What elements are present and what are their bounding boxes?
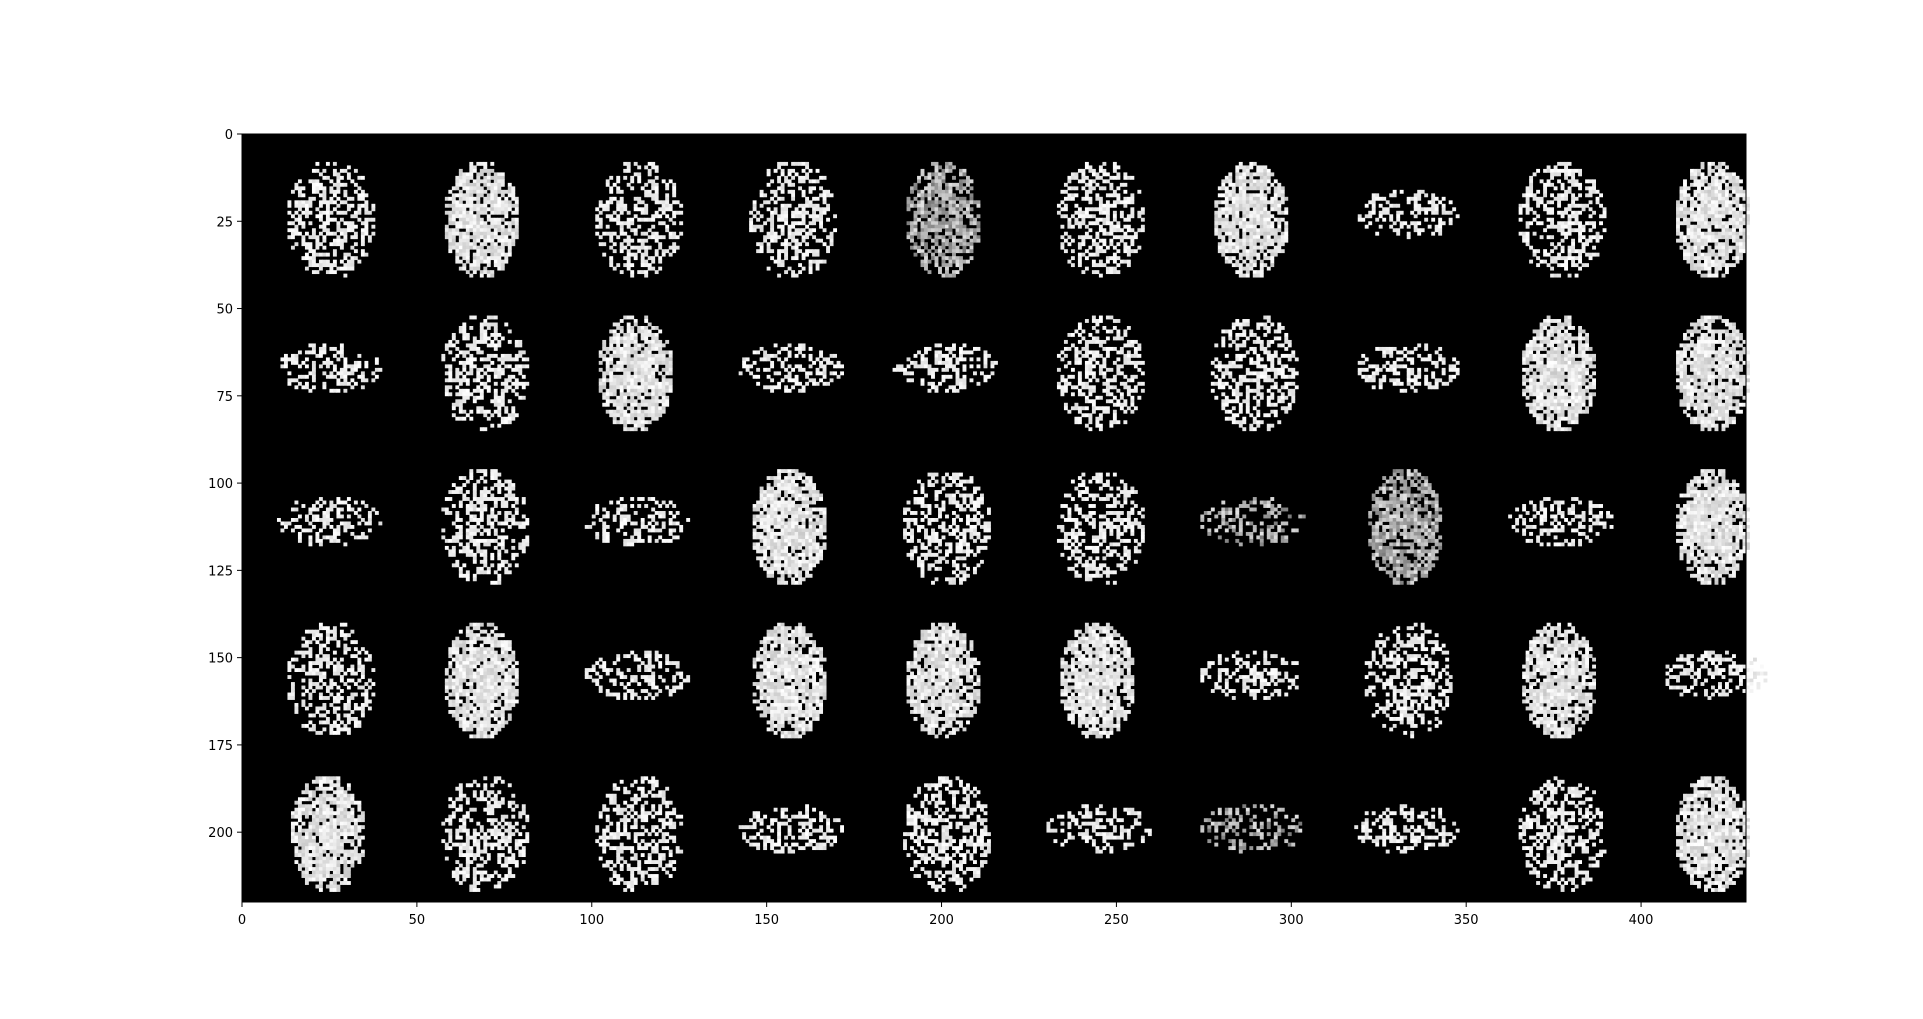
sample-tile bbox=[1522, 622, 1596, 739]
sample-tile bbox=[1518, 776, 1607, 892]
y-tick-label: 75 bbox=[216, 390, 233, 405]
sample-tile bbox=[1676, 161, 1750, 278]
sample-tile bbox=[1214, 161, 1289, 278]
sample-tile bbox=[1210, 315, 1299, 432]
x-tick-label: 50 bbox=[409, 913, 426, 928]
sample-tile bbox=[444, 161, 519, 278]
sample-tile bbox=[1056, 161, 1145, 278]
sample-tile bbox=[595, 776, 684, 892]
sample-tile bbox=[1518, 161, 1607, 278]
y-tick-label: 200 bbox=[208, 826, 233, 841]
x-tick-label: 100 bbox=[579, 913, 604, 928]
sample-tile bbox=[903, 776, 991, 892]
sample-tile bbox=[1056, 315, 1145, 432]
y-tick-label: 175 bbox=[208, 739, 233, 754]
sample-tile bbox=[738, 343, 844, 393]
sample-tile bbox=[752, 622, 827, 739]
x-tick-label: 250 bbox=[1104, 913, 1129, 928]
y-tick-label: 150 bbox=[208, 652, 233, 667]
sample-tile bbox=[1200, 497, 1306, 547]
y-tick-label: 25 bbox=[216, 215, 233, 230]
sample-tile bbox=[287, 622, 376, 735]
sample-tile bbox=[1200, 650, 1299, 700]
y-tick-label: 100 bbox=[208, 477, 233, 492]
sample-tile bbox=[441, 776, 530, 892]
x-tick-label: 300 bbox=[1279, 913, 1304, 928]
sample-tile bbox=[1354, 804, 1460, 854]
sample-tile bbox=[1357, 343, 1460, 393]
sample-tile bbox=[598, 315, 673, 432]
tile-grid bbox=[276, 161, 1768, 892]
sample-tile bbox=[1676, 469, 1750, 585]
sample-tile bbox=[1676, 315, 1750, 432]
x-axis: 0 50 100 150 200 250 300 350 400 bbox=[238, 902, 1654, 928]
sample-tile bbox=[290, 776, 365, 892]
sample-tile bbox=[752, 469, 827, 585]
plot-area bbox=[241, 133, 1768, 903]
sample-tile bbox=[444, 622, 519, 739]
sample-tile bbox=[280, 343, 383, 393]
sample-tile bbox=[441, 315, 530, 432]
sample-tile bbox=[1368, 469, 1443, 585]
x-tick-label: 400 bbox=[1629, 913, 1654, 928]
y-tick-label: 125 bbox=[208, 564, 233, 579]
sample-tile bbox=[906, 161, 981, 278]
sample-tile bbox=[1200, 804, 1303, 854]
sample-tile bbox=[1364, 622, 1453, 739]
sample-tile bbox=[1046, 804, 1152, 854]
sample-tile bbox=[1056, 472, 1145, 585]
sample-tile bbox=[749, 161, 838, 278]
y-tick-label: 0 bbox=[225, 128, 233, 143]
x-tick-label: 0 bbox=[238, 913, 246, 928]
sample-tile bbox=[441, 469, 530, 585]
sample-tile bbox=[1665, 650, 1768, 700]
sample-tile bbox=[903, 472, 991, 585]
sample-tile bbox=[584, 497, 691, 547]
x-tick-label: 200 bbox=[929, 913, 954, 928]
sample-tile bbox=[584, 650, 691, 700]
x-tick-label: 350 bbox=[1454, 913, 1479, 928]
sample-tile bbox=[1060, 622, 1135, 739]
x-tick-label: 150 bbox=[754, 913, 779, 928]
sample-tile bbox=[595, 161, 684, 278]
sample-tile bbox=[276, 497, 383, 547]
axes-frame bbox=[241, 133, 1747, 903]
sample-tile bbox=[1522, 315, 1596, 432]
y-tick-label: 50 bbox=[216, 303, 233, 318]
sample-tile bbox=[906, 622, 981, 739]
sample-tile bbox=[287, 161, 376, 278]
sample-tile bbox=[1676, 776, 1750, 892]
sample-tile bbox=[738, 804, 844, 854]
sample-tile bbox=[892, 343, 998, 393]
sample-tile bbox=[1357, 189, 1460, 240]
sample-tile bbox=[1508, 497, 1614, 547]
y-axis: 0 25 50 75 100 125 150 175 200 bbox=[208, 128, 242, 841]
